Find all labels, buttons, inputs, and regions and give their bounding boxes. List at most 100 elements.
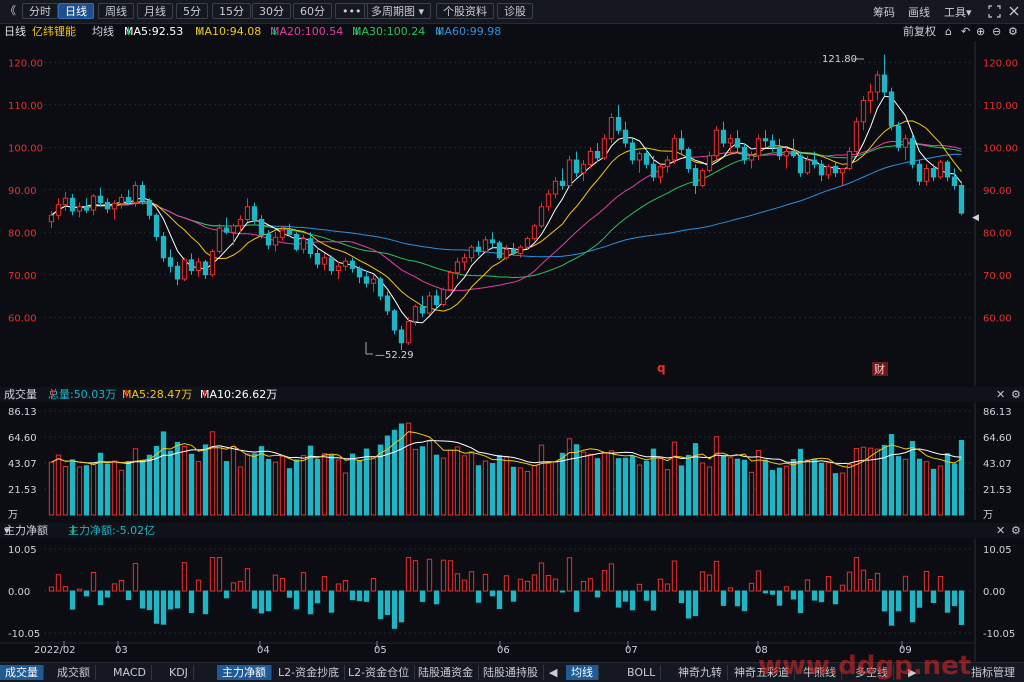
moneyflow-bar[interactable] xyxy=(307,590,314,615)
candle-body[interactable] xyxy=(545,193,552,208)
candle-body[interactable] xyxy=(594,151,601,159)
moneyflow-bar[interactable] xyxy=(615,590,622,608)
moneyflow-bar[interactable] xyxy=(517,578,524,592)
moneyflow-bar[interactable] xyxy=(118,579,125,592)
candle-body[interactable] xyxy=(727,138,734,144)
volume-bar[interactable] xyxy=(132,448,139,516)
collapse-left-icon[interactable]: 《 xyxy=(5,4,16,17)
moneyflow-bar[interactable] xyxy=(671,560,678,592)
moneyflow-bar[interactable] xyxy=(90,571,97,592)
moneyflow-bar[interactable] xyxy=(279,577,286,592)
moneyflow-bar[interactable] xyxy=(818,590,825,603)
moneyflow-bar[interactable] xyxy=(335,583,342,592)
moneyflow-bar[interactable] xyxy=(860,569,867,592)
diagnose-button[interactable]: 诊股 xyxy=(497,3,533,19)
volume-bar[interactable] xyxy=(454,446,461,516)
moneyflow-bar[interactable] xyxy=(139,590,146,609)
candle-body[interactable] xyxy=(223,227,230,233)
candle-body[interactable] xyxy=(811,159,818,165)
candle-body[interactable] xyxy=(461,257,468,263)
close-panel-icon[interactable]: ✕ xyxy=(996,388,1006,401)
volume-bar[interactable] xyxy=(860,446,867,516)
volume-chart-panel[interactable]: 86.13 86.13 64.60 64.60 43.07 43.07 21.53 21.53… xyxy=(0,403,1024,521)
moneyflow-bar[interactable] xyxy=(727,587,734,592)
candle-body[interactable] xyxy=(636,153,643,161)
moneyflow-bar[interactable] xyxy=(531,574,538,592)
volume-bar[interactable] xyxy=(951,463,958,516)
candle-body[interactable] xyxy=(111,202,118,210)
volume-chart[interactable]: 86.13 86.13 64.60 64.60 43.07 43.07 21.53 21.53… xyxy=(0,403,1024,521)
volume-bar[interactable] xyxy=(447,449,454,516)
candle-body[interactable] xyxy=(755,138,762,157)
volume-bar[interactable] xyxy=(433,454,440,516)
candle-body[interactable] xyxy=(377,278,384,297)
event-marker-q[interactable]: q xyxy=(657,361,666,375)
candle-body[interactable] xyxy=(181,259,188,280)
tab-monthly[interactable]: 月线 xyxy=(137,3,173,19)
moneyflow-bar[interactable] xyxy=(230,582,237,592)
volume-bar[interactable] xyxy=(524,470,531,516)
volume-bar[interactable] xyxy=(692,443,699,516)
volume-bar[interactable] xyxy=(510,466,517,516)
moneyflow-bar[interactable] xyxy=(741,590,748,612)
candle-body[interactable] xyxy=(538,206,545,227)
candle-body[interactable] xyxy=(895,125,902,148)
candle-body[interactable] xyxy=(433,295,440,305)
tab-long-short[interactable]: 多空线 xyxy=(850,665,894,680)
volume-bar[interactable] xyxy=(62,466,69,516)
volume-bar[interactable] xyxy=(461,455,468,516)
volume-bar[interactable] xyxy=(216,445,223,516)
volume-bar[interactable] xyxy=(188,453,195,516)
moneyflow-bar[interactable] xyxy=(265,590,272,612)
volume-bar[interactable] xyxy=(895,456,902,516)
candle-body[interactable] xyxy=(286,229,293,235)
moneyflow-bar[interactable] xyxy=(174,590,181,609)
moneyflow-bar[interactable] xyxy=(510,590,517,602)
candle-body[interactable] xyxy=(510,248,517,254)
moneyflow-bar[interactable] xyxy=(916,590,923,608)
volume-bar[interactable] xyxy=(839,472,846,516)
moneyflow-chart-panel[interactable]: 10.05 10.05 0.00 0.00 -10.05 -10.05 2022/02 03… xyxy=(0,539,1024,661)
tools-dropdown[interactable]: 工具▾ xyxy=(944,4,972,20)
candle-body[interactable] xyxy=(139,185,146,201)
volume-bar[interactable] xyxy=(398,423,405,516)
moneyflow-bar[interactable] xyxy=(314,590,321,604)
moneyflow-bar[interactable] xyxy=(83,590,90,597)
moneyflow-bar[interactable] xyxy=(846,571,853,592)
moneyflow-bar[interactable] xyxy=(286,590,293,598)
volume-bar[interactable] xyxy=(356,460,363,516)
moneyflow-bar[interactable] xyxy=(720,590,727,606)
volume-bar[interactable] xyxy=(678,465,685,516)
volume-bar[interactable] xyxy=(867,447,874,516)
financial-report-marker-bg[interactable] xyxy=(872,362,888,376)
candle-body[interactable] xyxy=(69,197,76,212)
candle-body[interactable] xyxy=(657,165,664,178)
volume-bar[interactable] xyxy=(83,465,90,516)
volume-bar[interactable] xyxy=(923,461,930,516)
gear-icon[interactable]: ⚙ xyxy=(1011,524,1021,537)
candle-body[interactable] xyxy=(664,159,671,167)
tab-rainbow[interactable]: 神奇五彩道 xyxy=(729,665,795,680)
volume-bar[interactable] xyxy=(825,462,832,516)
draw-line-button[interactable]: 画线 xyxy=(908,6,930,19)
candle-body[interactable] xyxy=(734,138,741,148)
tab-boll[interactable]: BOLL xyxy=(622,665,662,680)
tab-30min[interactable]: 30分 xyxy=(252,3,291,19)
moneyflow-bar[interactable] xyxy=(930,590,937,603)
moneyflow-bar[interactable] xyxy=(244,568,251,592)
tab-hk-connect-flow[interactable]: 陆股通资金 xyxy=(413,665,479,680)
volume-bar[interactable] xyxy=(384,435,391,516)
moneyflow-bar[interactable] xyxy=(132,562,139,592)
candle-body[interactable] xyxy=(244,206,251,220)
candle-body[interactable] xyxy=(391,310,398,331)
volume-bar[interactable] xyxy=(685,454,692,516)
moneyflow-bar[interactable] xyxy=(76,588,83,592)
moneyflow-bar[interactable] xyxy=(566,557,573,592)
volume-bar[interactable] xyxy=(146,454,153,516)
volume-bar[interactable] xyxy=(573,444,580,516)
volume-bar[interactable] xyxy=(377,444,384,516)
moneyflow-bar[interactable] xyxy=(503,575,510,592)
volume-bar[interactable] xyxy=(608,450,615,516)
volume-bar[interactable] xyxy=(496,454,503,516)
candle-body[interactable] xyxy=(846,151,853,169)
